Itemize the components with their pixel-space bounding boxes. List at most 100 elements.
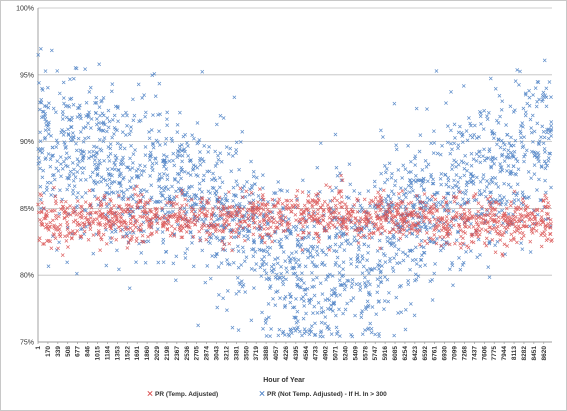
- data-point: [227, 262, 232, 267]
- data-point: [384, 167, 389, 171]
- data-point: [395, 210, 400, 215]
- data-point: [388, 256, 392, 261]
- data-point: [539, 233, 543, 237]
- data-point: [222, 221, 227, 225]
- data-point: [249, 190, 254, 195]
- data-point: [356, 244, 361, 249]
- data-point: [281, 205, 285, 210]
- data-point: [148, 232, 153, 237]
- data-point: [136, 200, 141, 205]
- data-point: [210, 210, 215, 214]
- data-point: [109, 210, 114, 215]
- data-point: [148, 174, 152, 178]
- data-point: [217, 238, 222, 243]
- data-point: [278, 242, 282, 246]
- data-point: [366, 244, 371, 249]
- data-point: [71, 178, 76, 183]
- data-point: [186, 219, 191, 224]
- data-point: [399, 283, 403, 288]
- data-point: [213, 164, 218, 168]
- data-point: [351, 296, 356, 300]
- data-point: [142, 93, 146, 97]
- data-point: [189, 158, 193, 162]
- data-point: [312, 217, 317, 222]
- data-point: [117, 181, 122, 185]
- data-point: [360, 254, 365, 258]
- data-point: [274, 203, 278, 208]
- series-1: [36, 46, 554, 339]
- data-point: [56, 214, 61, 219]
- data-point: [58, 223, 63, 227]
- data-point: [103, 178, 108, 183]
- data-point: [332, 210, 336, 214]
- data-point: [153, 157, 158, 161]
- data-point: [445, 222, 450, 227]
- data-point: [544, 104, 549, 109]
- data-point: [537, 139, 542, 144]
- data-point: [485, 117, 490, 122]
- y-tick-label: 85%: [20, 206, 34, 213]
- data-point: [508, 104, 513, 109]
- data-point: [285, 221, 290, 226]
- data-point: [456, 162, 461, 167]
- data-point: [121, 113, 125, 118]
- data-point: [264, 277, 269, 281]
- data-point: [379, 207, 383, 212]
- data-point: [504, 206, 509, 211]
- data-point: [422, 208, 426, 213]
- data-point: [339, 223, 344, 228]
- data-point: [462, 202, 467, 206]
- data-point: [335, 329, 340, 334]
- data-point: [133, 225, 138, 230]
- data-point: [200, 157, 205, 161]
- data-point: [531, 93, 535, 97]
- data-point: [513, 210, 518, 214]
- data-point: [258, 265, 263, 270]
- data-point: [397, 202, 401, 207]
- data-point: [225, 289, 230, 293]
- data-point: [306, 212, 311, 217]
- data-point: [260, 262, 265, 267]
- x-tick-label: 677: [75, 346, 82, 357]
- data-point: [241, 226, 245, 230]
- data-point: [521, 233, 526, 238]
- data-point: [451, 223, 456, 228]
- data-point: [185, 140, 189, 145]
- data-point: [83, 67, 87, 71]
- data-point: [346, 241, 350, 246]
- data-point: [249, 159, 253, 164]
- data-point: [303, 288, 308, 292]
- data-point: [110, 222, 115, 227]
- data-point: [92, 158, 97, 163]
- data-point: [109, 226, 114, 231]
- data-point: [39, 209, 44, 214]
- data-point: [291, 265, 296, 270]
- data-point: [147, 221, 152, 226]
- data-point: [294, 297, 298, 301]
- data-point: [498, 229, 502, 234]
- data-point: [115, 104, 120, 109]
- data-point: [296, 258, 301, 262]
- data-point: [110, 118, 115, 122]
- data-point: [441, 204, 446, 209]
- data-point: [541, 199, 546, 203]
- data-point: [345, 301, 349, 306]
- data-point: [235, 205, 240, 210]
- data-point: [479, 212, 484, 216]
- data-point: [88, 216, 93, 220]
- data-point: [234, 140, 239, 145]
- data-point: [438, 248, 443, 253]
- data-point: [519, 140, 524, 144]
- data-point: [341, 220, 346, 225]
- data-point: [377, 267, 381, 271]
- data-point: [444, 240, 448, 244]
- data-point: [143, 164, 147, 169]
- data-point: [437, 229, 441, 233]
- data-point: [178, 215, 183, 220]
- data-point: [200, 190, 204, 194]
- data-point: [123, 133, 128, 137]
- data-point: [75, 199, 80, 203]
- data-point: [338, 334, 342, 338]
- data-point: [131, 118, 136, 123]
- data-point: [521, 124, 525, 129]
